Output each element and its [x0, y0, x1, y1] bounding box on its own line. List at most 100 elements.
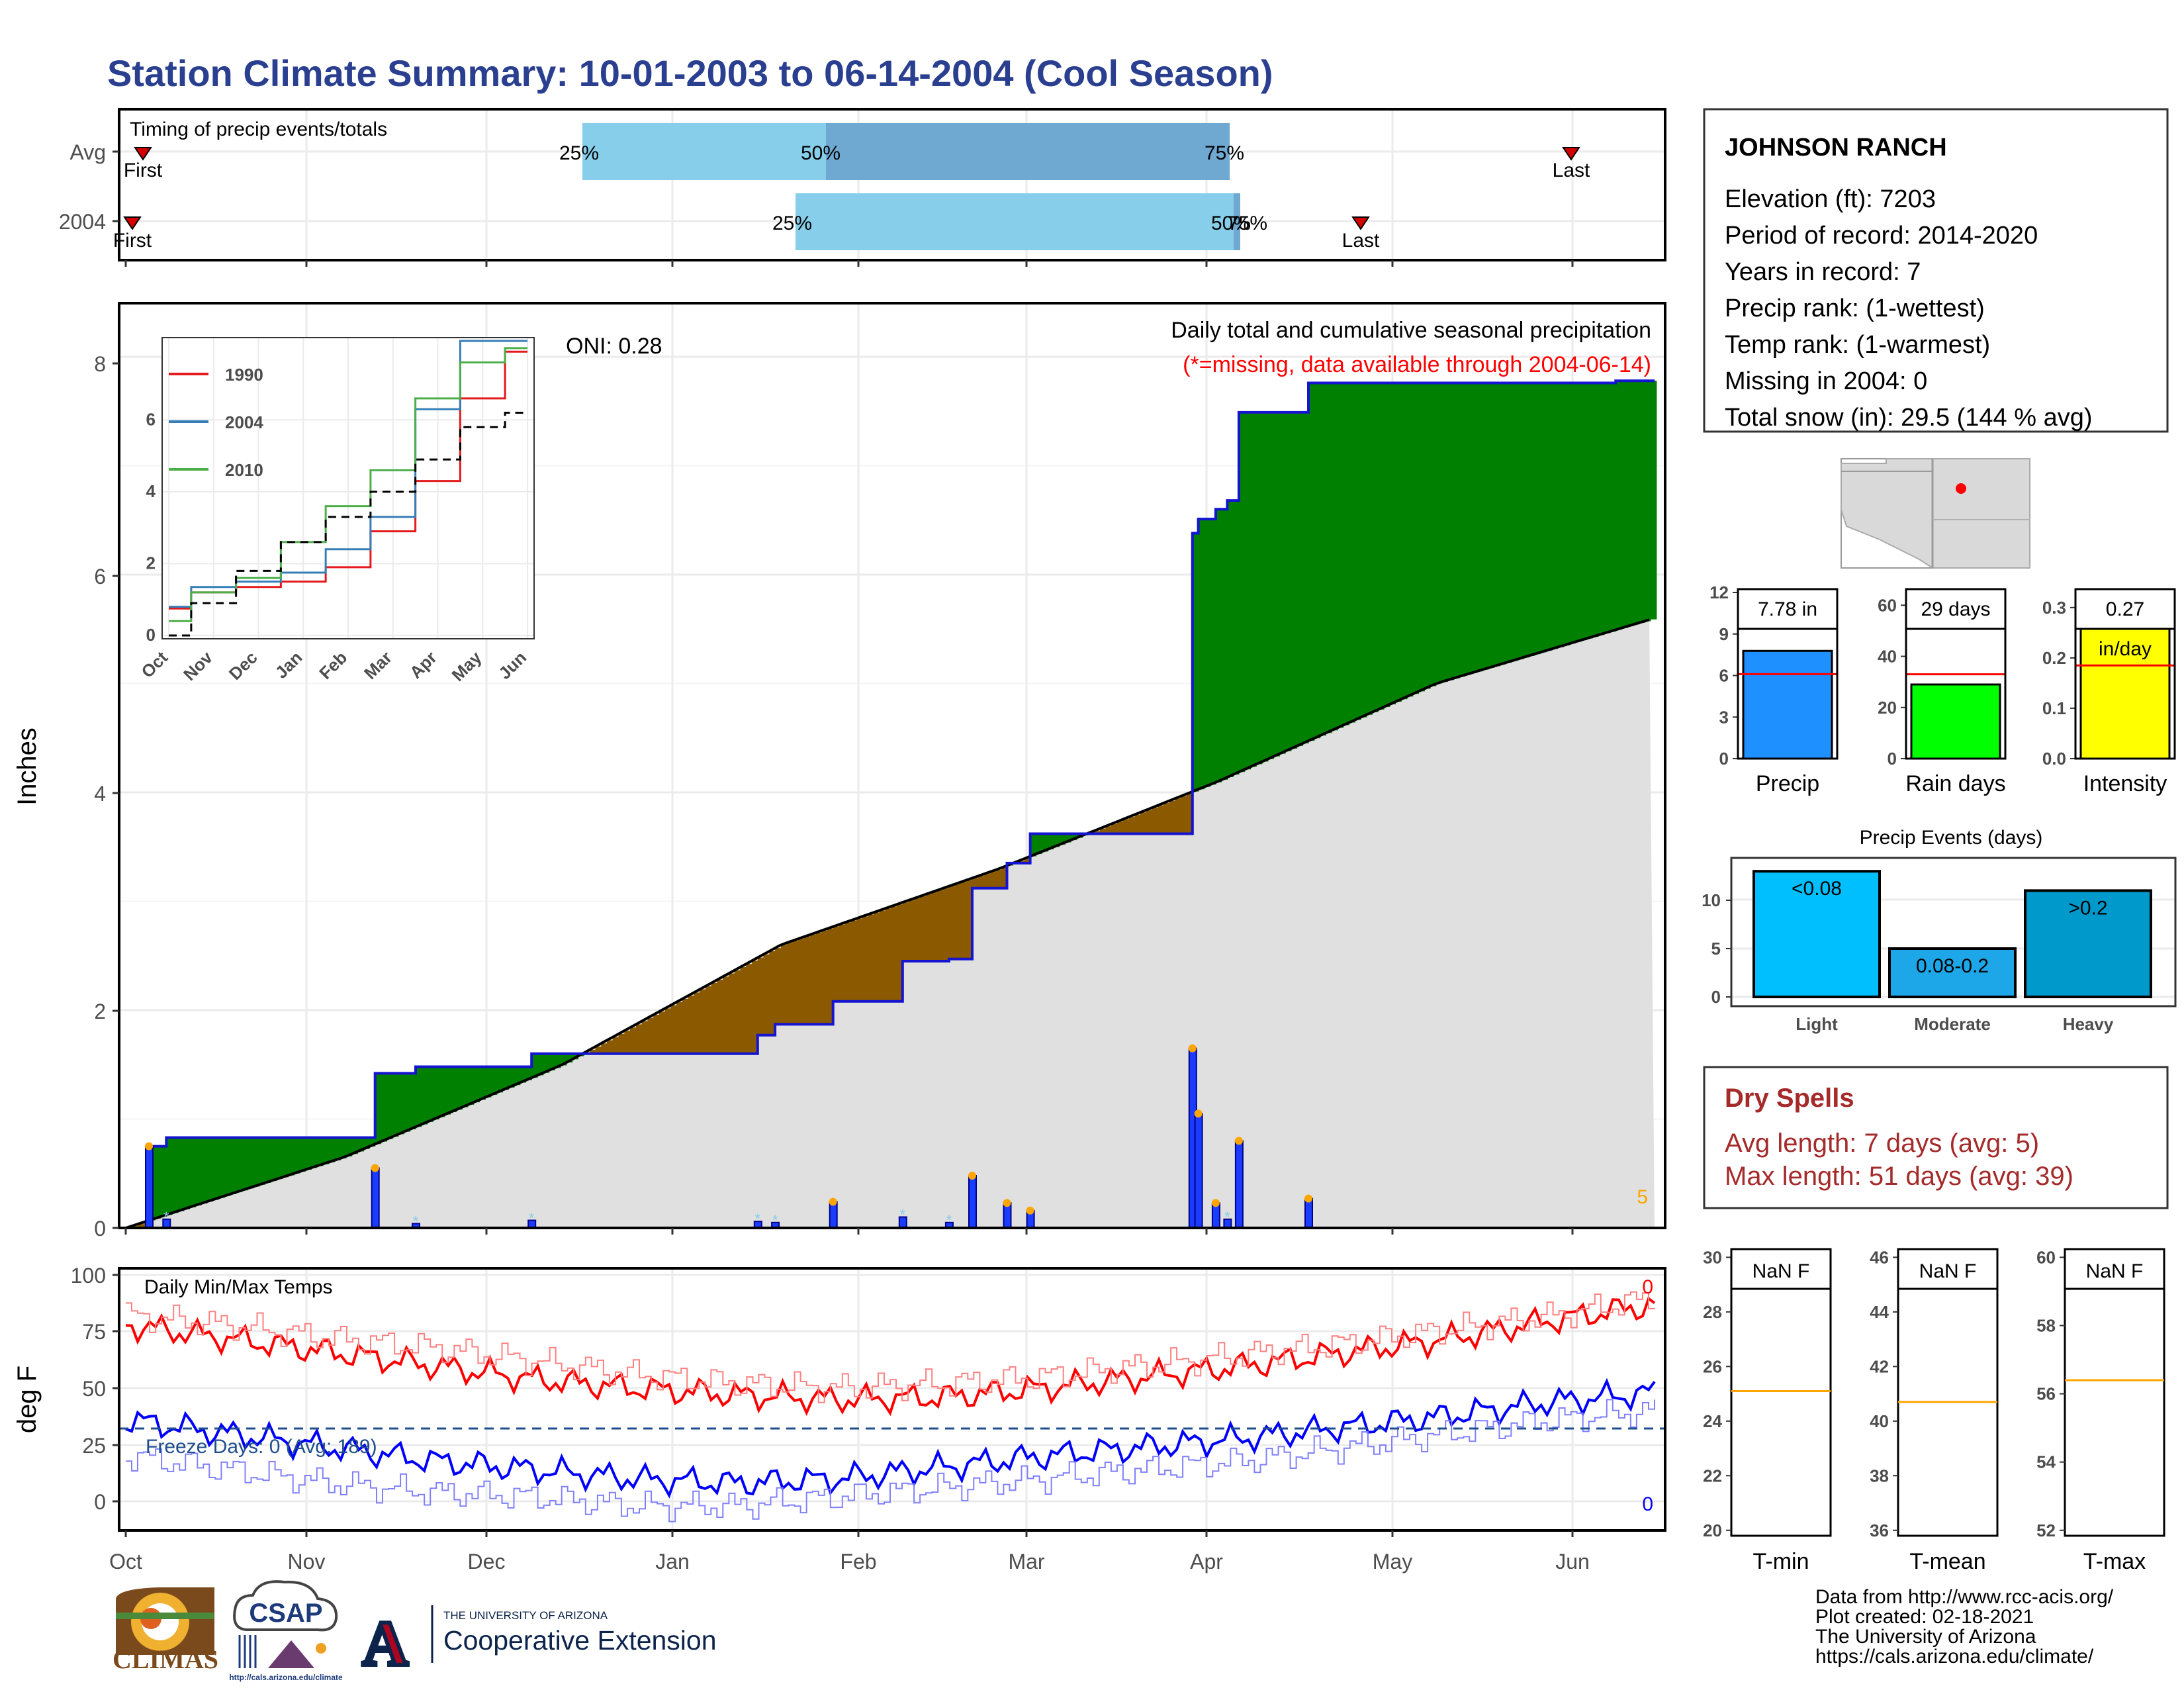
surplus-area [1244, 412, 1251, 770]
surplus-area [345, 1137, 353, 1156]
temp-summary-value-box [1730, 1248, 1832, 1290]
yr-q2-bar [1234, 193, 1240, 250]
surplus-area [1337, 383, 1344, 728]
temp-ytick-100: 100 [71, 1264, 106, 1288]
deficit-area [1117, 821, 1124, 834]
deficit-area [925, 894, 933, 961]
surplus-area [328, 1137, 335, 1162]
surplus-area [1302, 412, 1309, 743]
deficit-area [908, 900, 915, 961]
deficit-area [897, 904, 903, 1002]
deficit-area [618, 1033, 625, 1054]
surplus-area [1238, 412, 1246, 773]
surplus-area [1233, 500, 1240, 775]
surplus-area [1192, 533, 1199, 792]
surplus-area [236, 1137, 242, 1193]
month-label: Nov [288, 1550, 326, 1573]
events-tick-label: 0 [1711, 987, 1721, 1007]
page-title: Station Climate Summary: 10-01-2003 to 0… [107, 52, 1273, 94]
surplus-area [1528, 383, 1535, 656]
footer-line1: Data from http://www.rcc-acis.org/ [1815, 1586, 2114, 1608]
station-info: JOHNSON RANCH Elevation (ft): 7203 Perio… [1703, 108, 2169, 433]
surplus-area [1471, 383, 1477, 673]
surplus-area [1580, 383, 1588, 641]
surplus-area [1285, 412, 1292, 751]
temp-ytick-0: 0 [94, 1490, 106, 1514]
surplus-area [1546, 383, 1553, 651]
dry-spells-max: Max length: 51 days (avg: 39) [1725, 1162, 2073, 1191]
yr-q1-bar [796, 193, 1234, 250]
surplus-area [294, 1137, 300, 1174]
temp-summary-tick-label: 26 [1703, 1356, 1722, 1376]
surplus-area [1523, 383, 1529, 658]
temp-ytick-75: 75 [82, 1320, 106, 1344]
surplus-area [1552, 383, 1559, 649]
deficit-area [746, 964, 752, 1054]
surplus-area [555, 1053, 561, 1068]
deficit-area [780, 945, 788, 1025]
temp-summary-frame [1730, 1248, 1832, 1537]
station-missing: Missing in 2004: 0 [1725, 367, 1927, 395]
temp-summary-tick-label: 44 [1870, 1302, 1889, 1322]
avg-p50-label: 50% [801, 142, 841, 164]
surplus-area [531, 1053, 538, 1078]
surplus-area [1065, 833, 1071, 843]
ua-large-text: Cooperative Extension [443, 1625, 717, 1656]
surplus-area [1563, 383, 1570, 645]
deficit-area [624, 1031, 631, 1054]
temp-summary-tick-label: 56 [2036, 1384, 2056, 1404]
trace-marker: * [413, 1213, 419, 1229]
deficit-area [752, 961, 758, 1054]
deficit-area [711, 983, 718, 1054]
month-label: Jun [1555, 1550, 1590, 1573]
surplus-area [183, 1137, 190, 1209]
surplus-area [375, 1073, 382, 1145]
surplus-area [1059, 833, 1066, 845]
summary-tick-label: 40 [1878, 647, 1897, 667]
surplus-area [1633, 381, 1639, 625]
surplus-area [224, 1137, 231, 1196]
surplus-area [340, 1137, 347, 1158]
surplus-area [322, 1137, 330, 1164]
summary-tick-label: 60 [1878, 595, 1897, 615]
snow-marker [371, 1164, 379, 1172]
deficit-area [647, 1017, 654, 1054]
deficit-area [995, 870, 1002, 888]
surplus-area [421, 1066, 428, 1125]
timing-title: Timing of precip events/totals [130, 118, 387, 140]
rain_days-value: 29 days [1921, 598, 1990, 620]
surplus-area [1250, 412, 1257, 767]
deficit-area [723, 976, 729, 1054]
surplus-area [1477, 383, 1483, 672]
locator-map [1841, 458, 2030, 569]
surplus-area [177, 1137, 185, 1211]
inset-average-line [169, 412, 527, 637]
surplus-area [259, 1137, 265, 1185]
surplus-area [218, 1137, 225, 1198]
surplus-area [1297, 412, 1303, 746]
temp-summary-tick-label: 60 [2036, 1247, 2056, 1267]
surplus-area [1042, 833, 1048, 852]
summary-tick-label: 0.0 [2042, 749, 2066, 769]
deficit-area [1140, 812, 1147, 834]
event-category-label: Moderate [1914, 1014, 1991, 1034]
deficit-area [1152, 808, 1158, 834]
deficit-area [1111, 823, 1118, 834]
precip-bar [1742, 649, 1833, 760]
surplus-area [1447, 383, 1454, 680]
surplus-area [1204, 519, 1210, 787]
avg-q2-bar [826, 123, 1230, 180]
surplus-area [433, 1066, 439, 1120]
deficit-area [868, 914, 874, 1002]
surplus-area [1424, 383, 1431, 689]
surplus-area [1459, 383, 1466, 677]
event-bar-light [1752, 870, 1881, 998]
surplus-area [1047, 833, 1054, 850]
surplus-area [1517, 383, 1524, 659]
deficit-area [1093, 831, 1101, 834]
deficit-area [839, 924, 845, 1002]
deficit-area [902, 902, 909, 961]
precip-note: (*=missing, data available through 2004-… [1183, 352, 1651, 377]
month-label: May [1373, 1550, 1412, 1573]
deficit-area [635, 1024, 643, 1054]
